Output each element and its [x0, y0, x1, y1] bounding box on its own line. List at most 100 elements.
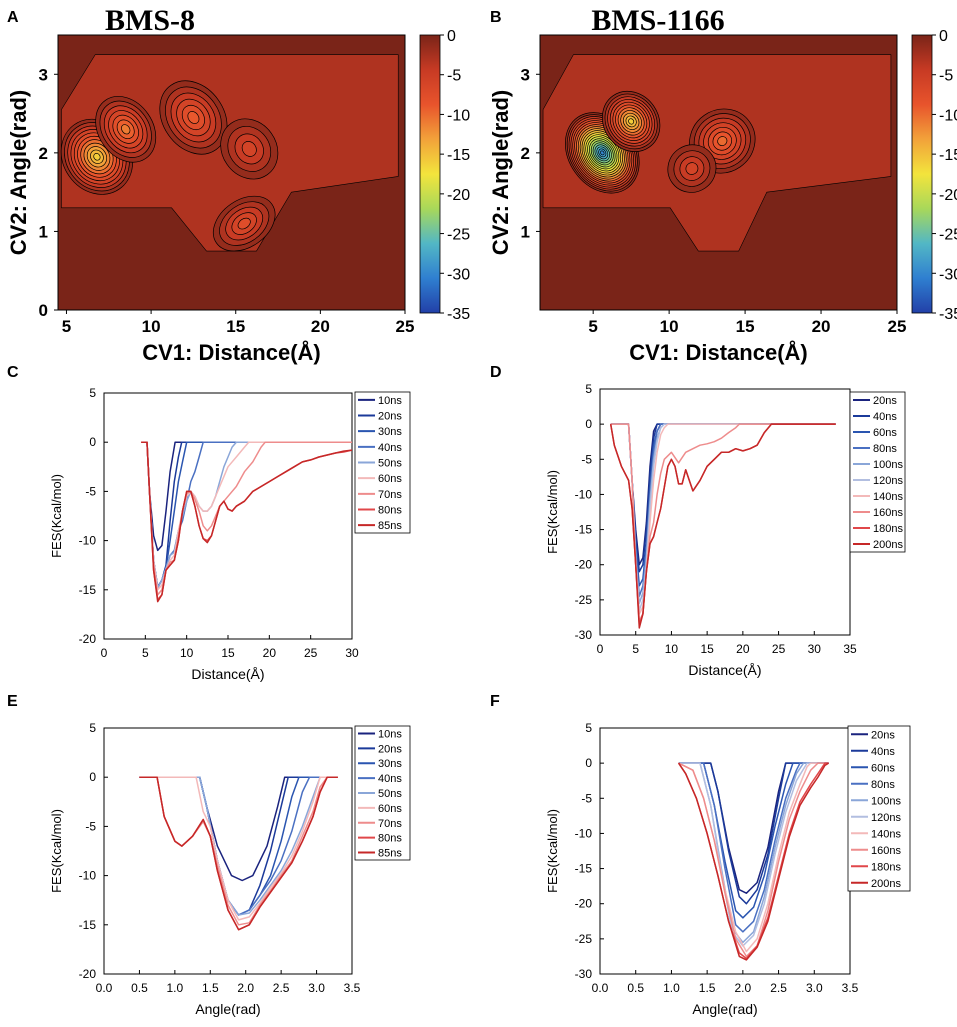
- panel-a: A BMS-8 5 10 15 20 25 0 1 2 3 CV1: Distance(Å) CV2: …: [6, 4, 470, 365]
- x-tick-label: 25: [304, 646, 318, 660]
- x-tick-label: 0.5: [131, 981, 148, 995]
- colorbar-tick-label: -25: [939, 227, 957, 244]
- panel-d: D 0 5 10 15 20 25 30 35 5 0 -5 -10 -15 -20 -25 -30 Distan…: [490, 364, 906, 678]
- legend-label: 50ns: [378, 458, 402, 470]
- legend-label: 10ns: [378, 395, 402, 407]
- colorbar-tick-label: -5: [939, 68, 953, 85]
- legend-label: 120ns: [871, 812, 901, 824]
- legend-label: 80ns: [378, 833, 402, 845]
- x-tick-label: 0: [597, 642, 604, 656]
- legend: 20ns 40ns 60ns 80ns 100ns 120ns 140ns 160ns 180n…: [849, 391, 906, 553]
- x-tick-label: 10: [660, 317, 679, 336]
- x-tick-label: 1.0: [663, 981, 680, 995]
- x-tick-label: 15: [700, 642, 714, 656]
- basin-0-contour: [600, 150, 605, 156]
- colorbar-tick-label: -5: [447, 68, 461, 85]
- y-tick-label: -30: [575, 967, 593, 981]
- x-tick-label: 5: [142, 646, 149, 660]
- x-tick-label: 2.5: [273, 981, 290, 995]
- y-axis-label: CV2: Angle(rad): [6, 90, 31, 255]
- colorbar-tick-label: 0: [447, 28, 456, 45]
- legend-label: 100ns: [871, 795, 901, 807]
- series-line-85ns: [141, 441, 352, 603]
- legend-label: 40ns: [378, 442, 402, 454]
- x-tick-label: 5: [588, 317, 597, 336]
- x-axis-label: CV1: Distance(Å): [629, 339, 807, 365]
- legend-box: [847, 725, 911, 892]
- colorbar-tick-label: -25: [447, 227, 470, 244]
- y-tick-label: 0: [89, 770, 96, 784]
- legend-label: 30ns: [378, 426, 402, 438]
- legend-label: 200ns: [871, 878, 901, 890]
- y-tick-label: 2: [521, 144, 530, 163]
- panel-e: E 0.0 0.5 1.0 1.5 2.0 2.5 3.0 3.5 5 0 -5 -10 -15 -20 An…: [7, 693, 411, 1017]
- x-tick-label: 3.5: [842, 981, 859, 995]
- legend-label: 120ns: [873, 475, 903, 487]
- series-line-40ns: [139, 776, 338, 916]
- series-line-20ns: [141, 441, 352, 588]
- legend-label: 20ns: [871, 729, 895, 741]
- y-axis-label: FES(Kcal/mol): [49, 474, 64, 558]
- panel-c: C 0 5 10 15 20 25 30 5 0 -5 -10 -15 -20 Distance(Å) FES…: [7, 364, 411, 682]
- fes-field: [540, 35, 897, 310]
- colorbar-tick-label: -20: [447, 187, 470, 204]
- x-tick-label: 20: [812, 317, 831, 336]
- series-line-30ns: [141, 441, 352, 589]
- basin-3-contour: [237, 217, 251, 230]
- colorbar-tick-label: -10: [447, 107, 470, 124]
- y-tick-label: -25: [575, 593, 593, 607]
- series-line-50ns: [139, 776, 338, 916]
- basin-1-contour: [628, 118, 635, 125]
- x-tick-label: 0.0: [592, 981, 609, 995]
- y-tick-label: -20: [575, 558, 593, 572]
- legend-label: 20ns: [378, 743, 402, 755]
- series-line-100ns: [610, 423, 836, 605]
- panel-title: BMS-8: [105, 4, 195, 37]
- x-tick-label: 10: [665, 642, 679, 656]
- legend-label: 40ns: [873, 411, 897, 423]
- basin-0-contour: [93, 153, 101, 161]
- x-axis-label: Distance(Å): [191, 666, 264, 682]
- y-tick-label: 2: [39, 144, 48, 163]
- y-tick-label: 0: [39, 301, 48, 320]
- y-tick-label: 0: [89, 435, 96, 449]
- legend-label: 85ns: [378, 520, 402, 532]
- series-line-30ns: [139, 776, 338, 916]
- y-tick-label: -30: [575, 628, 593, 642]
- plot-frame: [599, 727, 851, 975]
- colorbar-tick-label: -20: [939, 187, 957, 204]
- x-tick-label: 1.5: [202, 981, 219, 995]
- y-tick-label: 5: [585, 721, 592, 735]
- y-axis-label: CV2: Angle(rad): [488, 90, 513, 255]
- y-tick-label: -10: [79, 534, 97, 548]
- legend-label: 80ns: [378, 505, 402, 517]
- legend-label: 50ns: [378, 788, 402, 800]
- x-tick-label: 35: [843, 642, 857, 656]
- x-tick-label: 0: [101, 646, 108, 660]
- legend-label: 85ns: [378, 848, 402, 860]
- x-tick-label: 25: [888, 317, 907, 336]
- series-line-40ns: [678, 762, 829, 905]
- colorbar-tick-label: -15: [939, 147, 957, 164]
- y-tick-label: -5: [581, 452, 592, 466]
- series-line-120ns: [678, 762, 829, 947]
- series-group: [141, 441, 352, 603]
- y-tick-label: 0: [585, 756, 592, 770]
- y-tick-label: 0: [585, 417, 592, 431]
- y-axis-label: FES(Kcal/mol): [49, 809, 64, 893]
- x-tick-label: 5: [632, 642, 639, 656]
- legend-label: 70ns: [378, 489, 402, 501]
- y-tick-label: 1: [39, 222, 48, 241]
- x-tick-label: 5: [62, 317, 71, 336]
- y-axis-label: FES(Kcal/mol): [545, 809, 560, 893]
- y-tick-label: -5: [85, 484, 96, 498]
- y-tick-label: -10: [79, 869, 97, 883]
- y-tick-label: -20: [79, 967, 97, 981]
- legend-label: 200ns: [873, 539, 903, 551]
- panel-b: B BMS-1166 5 10 15 20 25 1 2 3 CV1: Distance(Å) CV2…: [488, 4, 957, 365]
- x-tick-label: 15: [221, 646, 235, 660]
- x-tick-label: 30: [808, 642, 822, 656]
- x-tick-label: 20: [263, 646, 277, 660]
- legend-label: 60ns: [378, 803, 402, 815]
